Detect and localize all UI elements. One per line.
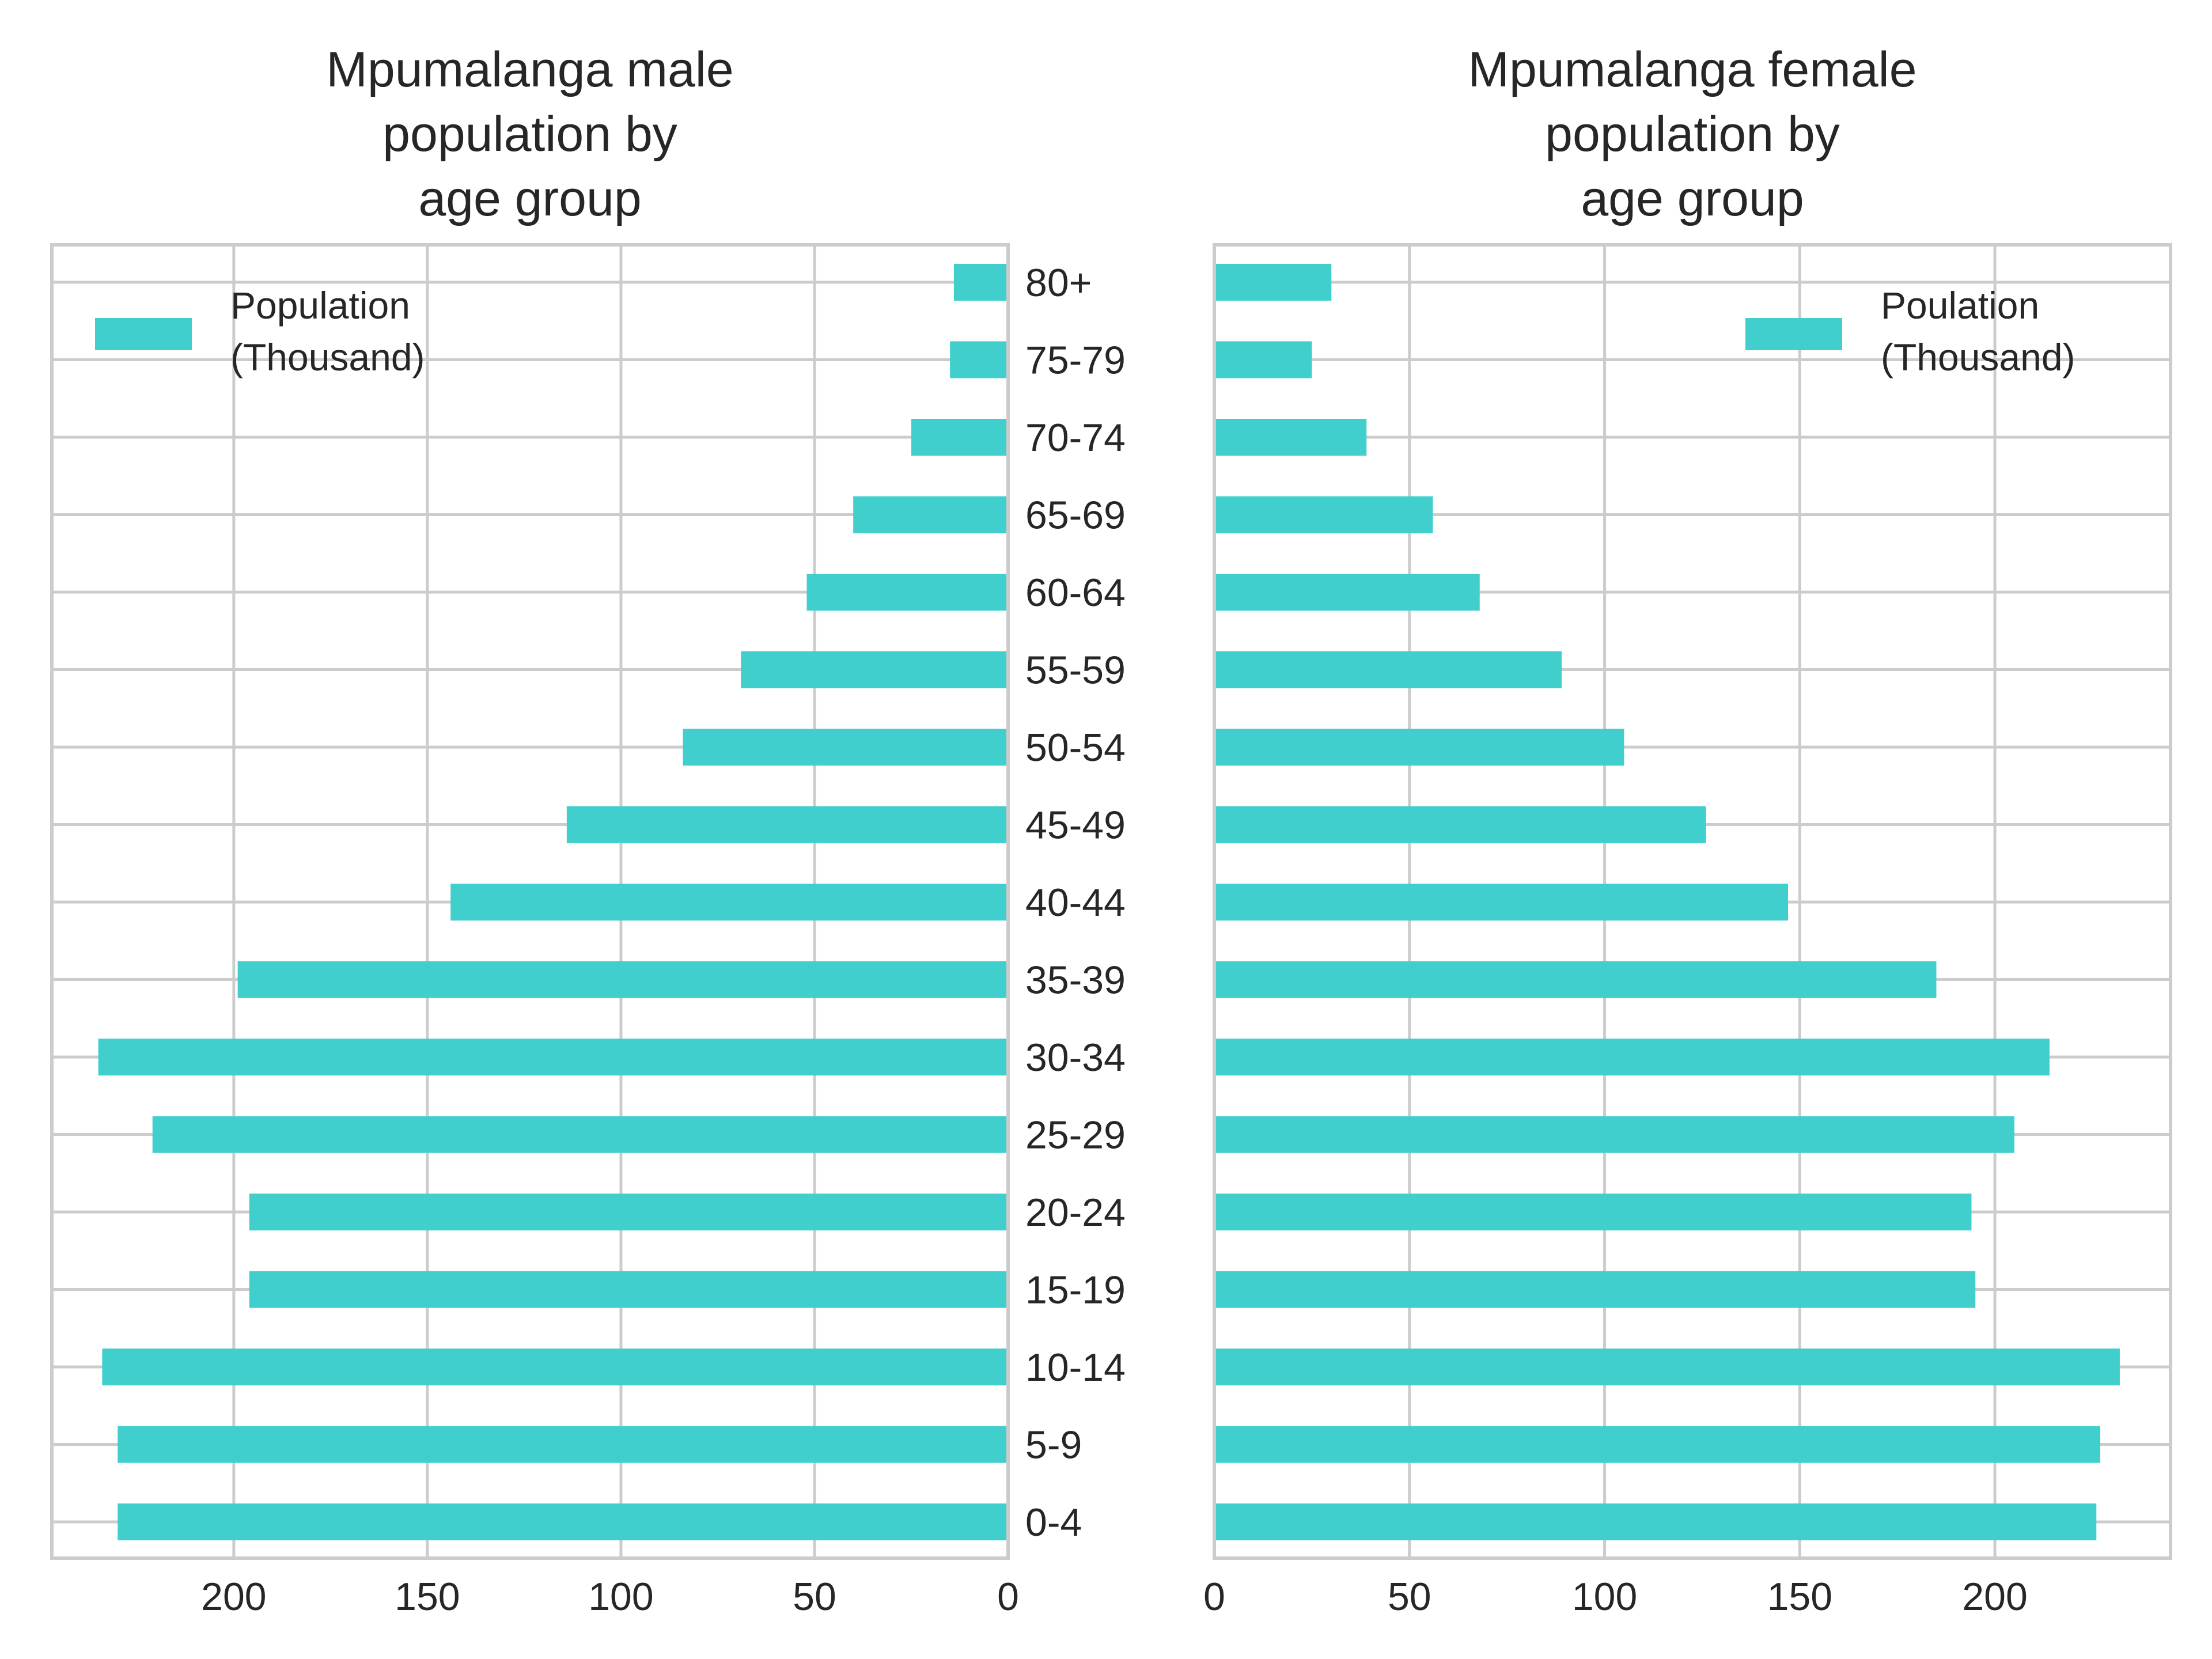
x-tick-label: 0: [1203, 1575, 1225, 1619]
bar-25-29: [152, 1116, 1009, 1153]
age-group-label: 70-74: [1025, 416, 1126, 460]
bar-35-39: [1214, 961, 1937, 998]
x-tick-label: 0: [997, 1575, 1019, 1619]
female-legend-label-line-2: (Thousand): [1881, 336, 2075, 378]
bar-40-44: [450, 884, 1008, 921]
x-tick-label: 50: [1388, 1575, 1431, 1619]
x-tick-label: 200: [1962, 1575, 2027, 1619]
male-chart-title-line-3: age group: [418, 171, 641, 226]
age-group-label: 60-64: [1025, 571, 1126, 615]
male-x-tick-labels: 0 50 100 150 200: [201, 1575, 1019, 1619]
bar-65-69: [1214, 496, 1433, 533]
age-group-label: 30-34: [1025, 1036, 1126, 1080]
age-group-label: 55-59: [1025, 649, 1126, 692]
age-group-label: 35-39: [1025, 959, 1126, 1002]
age-group-label: 75-79: [1025, 339, 1126, 382]
bar-80+: [953, 264, 1008, 301]
male-chart-title-line-1: Mpumalanga male: [326, 42, 733, 97]
bar-50-54: [1214, 729, 1624, 766]
age-group-label: 10-14: [1025, 1346, 1126, 1389]
bar-70-74: [911, 419, 1008, 456]
male-plot-frame: [50, 243, 1010, 1560]
x-tick-label: 100: [588, 1575, 653, 1619]
bar-80+: [1214, 264, 1332, 301]
bar-10-14: [1214, 1349, 2120, 1385]
female-x-tick-labels: 0 50 100 150 200: [1203, 1575, 2028, 1619]
bar-0-4: [1214, 1503, 2097, 1540]
bar-5-9: [1214, 1426, 2101, 1463]
bar-20-24: [249, 1194, 1008, 1230]
bar-15-19: [249, 1271, 1008, 1308]
male-population-panel: Mpumalanga male population by age group …: [50, 42, 1019, 1619]
male-chart-title-line-2: population by: [382, 107, 677, 162]
bar-30-34: [98, 1039, 1009, 1075]
age-group-label: 0-4: [1025, 1501, 1082, 1544]
female-legend-swatch: [1745, 318, 1842, 350]
bar-30-34: [1214, 1039, 2050, 1075]
bar-35-39: [237, 961, 1009, 998]
bar-75-79: [950, 341, 1008, 378]
female-legend-label-line-1: Poulation: [1881, 284, 2039, 327]
bar-5-9: [118, 1426, 1009, 1463]
bar-45-49: [1214, 806, 1706, 843]
male-bars: [98, 264, 1009, 1540]
age-group-label: 15-19: [1025, 1268, 1126, 1312]
female-chart-title-line-2: population by: [1545, 107, 1840, 162]
bar-40-44: [1214, 884, 1788, 921]
bar-10-14: [102, 1349, 1009, 1385]
bar-70-74: [1214, 419, 1367, 456]
age-group-label: 80+: [1025, 261, 1092, 305]
female-bars: [1214, 264, 2120, 1540]
female-chart-title-line-3: age group: [1581, 171, 1804, 226]
bar-20-24: [1214, 1194, 1972, 1230]
age-group-label: 45-49: [1025, 804, 1126, 847]
age-group-labels: 0-4 5-9 10-14 15-19 20-24 25-29 30-34 35-39 40-4…: [1025, 261, 1126, 1544]
bar-60-64: [806, 574, 1008, 611]
age-group-label: 5-9: [1025, 1423, 1082, 1467]
x-tick-label: 150: [395, 1575, 460, 1619]
bar-25-29: [1214, 1116, 2014, 1153]
bar-65-69: [853, 496, 1008, 533]
x-tick-label: 100: [1572, 1575, 1637, 1619]
bar-60-64: [1214, 574, 1480, 611]
female-legend: Poulation (Thousand): [1745, 284, 2075, 378]
female-population-panel: Mpumalanga female population by age grou…: [1203, 42, 2172, 1619]
bar-45-49: [566, 806, 1008, 843]
female-chart-title-line-1: Mpumalanga female: [1468, 42, 1916, 97]
x-tick-label: 200: [201, 1575, 266, 1619]
male-legend-swatch: [95, 318, 192, 350]
male-legend: Population (Thousand): [95, 284, 425, 378]
bar-15-19: [1214, 1271, 1976, 1308]
x-tick-label: 150: [1767, 1575, 1832, 1619]
age-group-label: 20-24: [1025, 1191, 1126, 1234]
male-legend-label-line-2: (Thousand): [230, 336, 425, 378]
male-legend-label-line-1: Population: [230, 284, 410, 327]
age-group-label: 50-54: [1025, 726, 1126, 770]
age-group-label: 25-29: [1025, 1113, 1126, 1157]
bar-75-79: [1214, 341, 1312, 378]
bar-0-4: [118, 1503, 1009, 1540]
age-group-label: 65-69: [1025, 494, 1126, 537]
bar-55-59: [741, 651, 1008, 688]
female-plot-frame: [1213, 243, 2172, 1560]
bar-55-59: [1214, 651, 1562, 688]
x-tick-label: 50: [793, 1575, 836, 1619]
age-group-label: 40-44: [1025, 881, 1126, 925]
bar-50-54: [683, 729, 1008, 766]
